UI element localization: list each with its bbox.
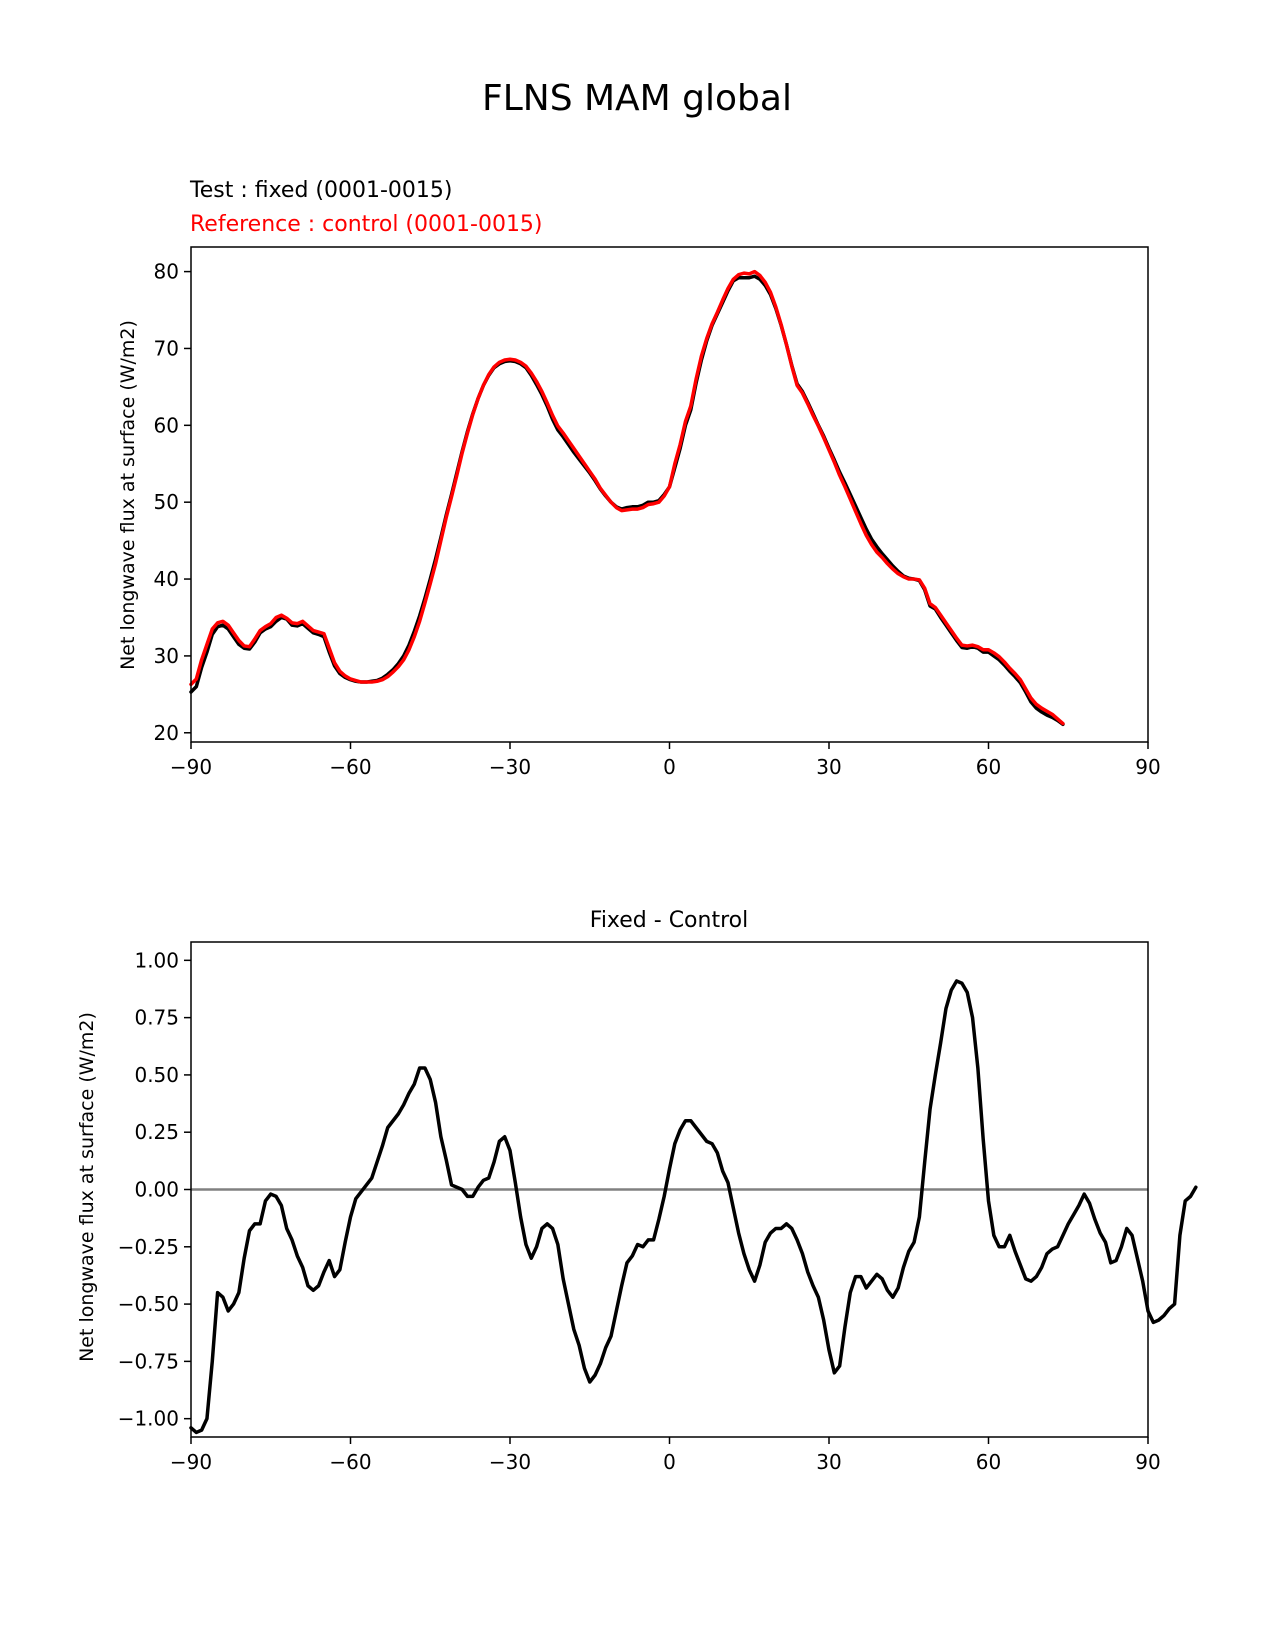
bottom-ytick-label: −0.25: [118, 1235, 179, 1259]
top-ytick-label: 60: [154, 413, 179, 437]
top-ytick-label: 20: [154, 721, 179, 745]
top-ylabel: Net longwave flux at surface (W/m2): [117, 320, 139, 670]
bottom-panel: Fixed - Control Net longwave flux at sur…: [76, 908, 1198, 1474]
top-axes-frame: [190, 246, 1149, 743]
bottom-ytick-label: 0.50: [134, 1063, 179, 1087]
bottom-ticks: −90 −60 −30 0 30 60 90 −1.00 −0.75 −0.50 −0.25 0.00…: [118, 948, 1161, 1474]
bottom-xtick-label: 60: [976, 1450, 1001, 1474]
top-xtick-label: −30: [489, 755, 531, 779]
top-ytick-label: 40: [154, 567, 179, 591]
top-xtick-label: −60: [329, 755, 371, 779]
bottom-ytick-label: −0.50: [118, 1292, 179, 1316]
bottom-ytick-label: 0.75: [134, 1006, 179, 1030]
bottom-ylabel: Net longwave flux at surface (W/m2): [76, 1012, 98, 1362]
bottom-series-line-0: [189, 979, 1198, 1435]
top-ytick-label: 70: [154, 336, 179, 360]
top-series: [189, 269, 1065, 727]
top-panel: Test : fixed (0001-0015) Reference : con…: [117, 178, 1161, 779]
bottom-series: [189, 979, 1198, 1435]
bottom-xtick-label: 90: [1135, 1450, 1160, 1474]
top-xtick-label: −90: [170, 755, 212, 779]
top-xtick-label: 90: [1135, 755, 1160, 779]
top-xtick-label: 0: [663, 755, 676, 779]
figure-title: FLNS MAM global: [482, 78, 792, 119]
bottom-axes-frame: [190, 941, 1149, 1438]
top-ticks: −90 −60 −30 0 30 60 90 20 30 40 50 60 70 80: [154, 260, 1161, 779]
bottom-xtick-label: −30: [489, 1450, 531, 1474]
top-title-test: Test : fixed (0001-0015): [189, 178, 453, 203]
bottom-xtick-label: −60: [329, 1450, 371, 1474]
top-ytick-label: 80: [154, 260, 179, 284]
bottom-xtick-label: 30: [816, 1450, 841, 1474]
bottom-ytick-label: 0.00: [134, 1178, 179, 1202]
bottom-ytick-label: −0.75: [118, 1349, 179, 1373]
top-series-line-1: [189, 269, 1065, 726]
top-xtick-label: 60: [976, 755, 1001, 779]
top-ytick-label: 50: [154, 490, 179, 514]
bottom-ytick-label: 1.00: [134, 948, 179, 972]
bottom-xtick-label: −90: [170, 1450, 212, 1474]
bottom-ytick-label: 0.25: [134, 1120, 179, 1144]
top-title-reference: Reference : control (0001-0015): [190, 212, 543, 237]
bottom-ytick-label: −1.00: [118, 1407, 179, 1431]
bottom-title: Fixed - Control: [590, 908, 748, 933]
bottom-xtick-label: 0: [663, 1450, 676, 1474]
top-ytick-label: 30: [154, 644, 179, 668]
top-xtick-label: 30: [816, 755, 841, 779]
